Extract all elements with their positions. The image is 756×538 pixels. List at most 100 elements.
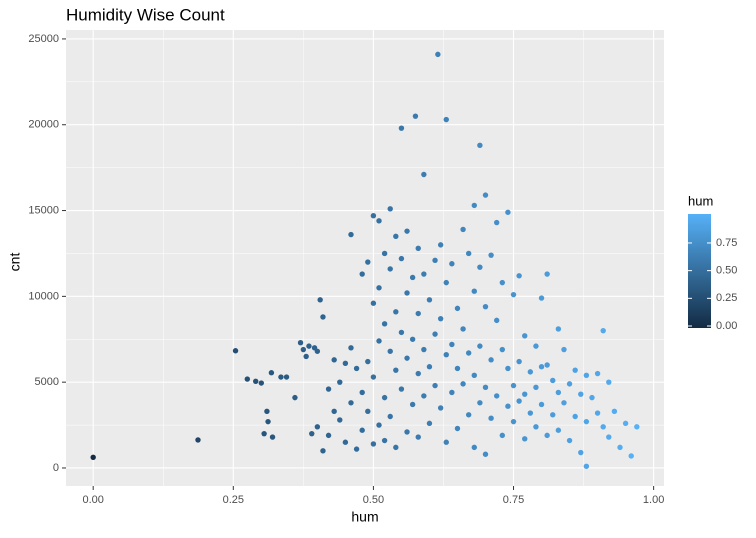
point <box>516 358 522 365</box>
point <box>510 382 517 389</box>
point <box>421 346 427 353</box>
point <box>292 394 298 401</box>
point <box>393 444 399 451</box>
point <box>412 113 419 119</box>
point <box>499 432 506 439</box>
point <box>488 357 494 363</box>
y-tick-label: 15000 <box>28 204 59 216</box>
point <box>443 439 449 445</box>
point <box>300 346 307 353</box>
y-axis-title: cnt <box>7 253 23 272</box>
point <box>365 358 371 365</box>
point <box>606 434 612 440</box>
point <box>477 142 483 149</box>
point <box>409 336 416 342</box>
point <box>320 314 326 320</box>
point <box>415 434 421 440</box>
point <box>421 171 427 178</box>
point <box>477 343 483 349</box>
point <box>381 321 388 327</box>
point <box>244 376 251 382</box>
point <box>555 427 562 433</box>
point <box>449 389 455 396</box>
point <box>566 437 573 444</box>
point <box>303 353 309 360</box>
point <box>437 315 444 322</box>
point <box>432 257 438 264</box>
point <box>460 326 466 332</box>
point <box>265 418 271 425</box>
point <box>404 429 410 435</box>
point <box>359 427 365 433</box>
point <box>555 389 562 396</box>
point <box>443 279 449 286</box>
point <box>583 418 590 425</box>
x-tick-label: 0.25 <box>223 494 244 506</box>
point <box>522 333 528 339</box>
point <box>331 408 337 415</box>
point <box>283 374 290 380</box>
point <box>494 219 500 226</box>
point <box>387 206 393 212</box>
point <box>533 343 539 349</box>
point <box>628 453 634 459</box>
plot-panel <box>66 30 664 486</box>
point <box>426 297 433 303</box>
point <box>550 377 556 384</box>
point <box>600 327 606 334</box>
point <box>443 352 449 358</box>
point <box>527 410 534 416</box>
point <box>544 432 550 439</box>
point <box>268 370 275 376</box>
point <box>494 393 500 399</box>
point <box>566 381 573 387</box>
point <box>342 360 349 366</box>
point <box>527 369 534 375</box>
point <box>437 405 444 411</box>
colorbar-tick-label: 0.00 <box>716 320 737 332</box>
point <box>499 279 506 286</box>
point <box>365 259 371 265</box>
y-tick-label: 10000 <box>28 290 59 302</box>
point <box>393 309 399 315</box>
point <box>477 264 483 270</box>
point <box>359 271 365 277</box>
point <box>538 364 545 370</box>
point <box>393 367 399 373</box>
point <box>460 381 466 387</box>
point <box>443 116 449 123</box>
x-tick-label: 0.75 <box>503 494 524 506</box>
point <box>348 400 354 406</box>
point <box>482 303 489 310</box>
point <box>606 379 612 385</box>
point <box>404 290 410 296</box>
point <box>348 345 354 351</box>
point <box>261 430 267 437</box>
point <box>510 291 517 298</box>
point <box>370 441 377 447</box>
point <box>381 394 388 401</box>
point <box>387 266 393 272</box>
point <box>465 412 472 418</box>
point <box>482 384 489 391</box>
point <box>398 255 405 262</box>
point <box>269 434 276 440</box>
point <box>376 285 382 291</box>
point <box>253 378 259 385</box>
point <box>370 374 377 380</box>
x-tick-label: 0.00 <box>82 494 103 506</box>
point <box>516 273 522 279</box>
point <box>90 454 96 460</box>
point <box>505 209 511 215</box>
point <box>387 348 393 354</box>
point <box>594 410 601 416</box>
point <box>555 326 562 332</box>
point <box>398 125 405 131</box>
point <box>398 386 405 392</box>
point <box>572 367 578 373</box>
point <box>353 446 360 452</box>
colorbar-title: hum <box>688 193 713 208</box>
point <box>538 295 545 301</box>
point <box>449 261 455 267</box>
point <box>617 444 623 451</box>
